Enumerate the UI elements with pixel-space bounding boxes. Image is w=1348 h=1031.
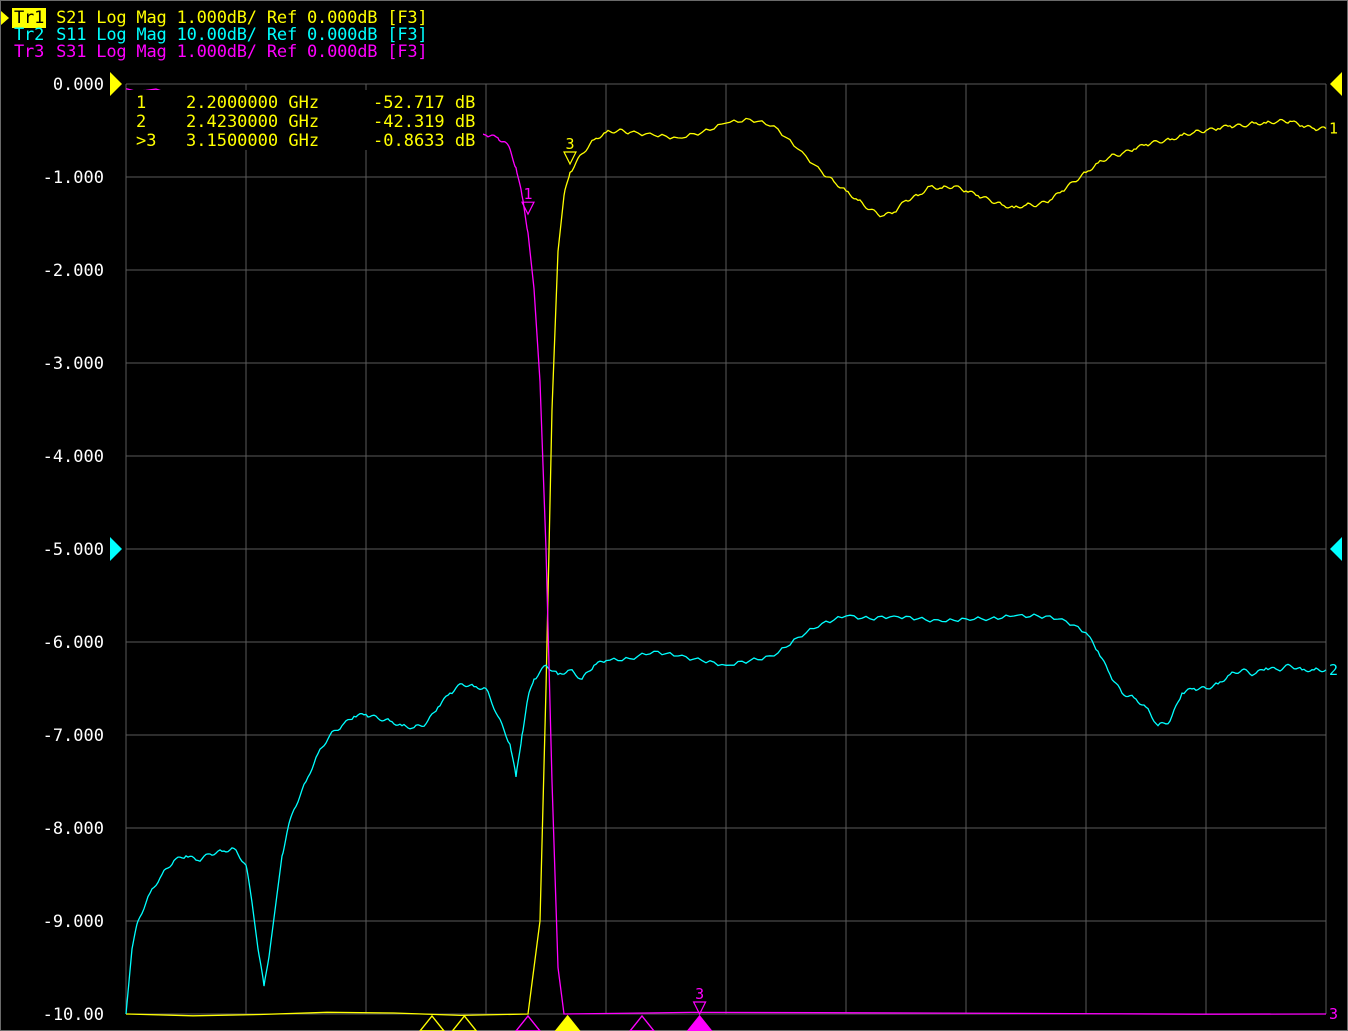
marker-3-freq: 3.1500000 GHz — [186, 131, 319, 151]
stimulus-marker-icon[interactable] — [686, 1014, 713, 1031]
y-tick-label: -1.000 — [43, 168, 104, 188]
marker-2-label: 2 — [136, 112, 146, 132]
y-axis-ticks: 0.000 -1.000 -2.000 -3.000 -4.000 -5.000 -6.00… — [43, 75, 104, 1025]
stimulus-marker-icon[interactable] — [515, 1014, 541, 1031]
marker-table: 1 2.2000000 GHz -52.717 dB 2 2.4230000 G… — [127, 90, 483, 151]
trace-1-tag[interactable]: Tr1 — [12, 8, 47, 28]
active-trace-arrow-icon — [1, 11, 9, 25]
y-tick-label: -10.00 — [43, 1005, 104, 1025]
marker-1-value: -52.717 dB — [373, 93, 475, 113]
stimulus-marker-icon[interactable] — [451, 1014, 478, 1031]
trace-marker-label: 3 — [695, 985, 704, 1003]
marker-2-value: -42.319 dB — [373, 112, 475, 132]
grid — [125, 83, 1327, 1015]
y-tick-label: -3.000 — [43, 354, 104, 374]
trace-marker-icon[interactable] — [521, 201, 535, 216]
marker-1-freq: 2.2000000 GHz — [186, 93, 319, 113]
y-tick-label: -9.000 — [43, 912, 104, 932]
trace-3-header[interactable]: Tr3 S31 Log Mag 1.000dB/ Ref 0.000dB [F3… — [12, 42, 428, 62]
stimulus-marker-icon[interactable] — [419, 1014, 445, 1031]
reference-marker-icon[interactable] — [1330, 72, 1342, 96]
y-tick-label: -5.000 — [43, 540, 104, 560]
marker-1-label: 1 — [136, 93, 146, 113]
trace-s21 — [125, 117, 1327, 1017]
trace-marker-label: 1 — [523, 185, 532, 203]
y-tick-label: -4.000 — [43, 447, 104, 467]
y-tick-label: 0.000 — [53, 75, 104, 95]
trace-3-settings: S31 Log Mag 1.000dB/ Ref 0.000dB [F3] — [46, 42, 428, 62]
trace-1-settings: S21 Log Mag 1.000dB/ Ref 0.000dB [F3] — [46, 8, 428, 28]
reference-markers — [110, 72, 1342, 561]
stimulus-markers — [419, 1014, 713, 1031]
y-tick-label: -8.000 — [43, 819, 104, 839]
marker-table-bg — [127, 90, 483, 150]
marker-3-label: >3 — [136, 131, 156, 151]
trace-2-tag[interactable]: Tr2 — [14, 25, 45, 45]
reference-marker-icon[interactable] — [110, 537, 122, 561]
y-tick-label: -2.000 — [43, 261, 104, 281]
reference-marker-icon[interactable] — [1330, 537, 1342, 561]
trace-s11 — [125, 613, 1327, 1015]
trace-3-tag[interactable]: Tr3 — [14, 42, 45, 62]
trace-markers: 3 1 3 — [521, 135, 707, 1016]
marker-2-freq: 2.4230000 GHz — [186, 112, 319, 132]
trace-end-label: 2 — [1329, 661, 1338, 679]
y-tick-label: -7.000 — [43, 726, 104, 746]
y-tick-label: -6.000 — [43, 633, 104, 653]
trace-marker-icon[interactable] — [692, 1001, 707, 1016]
reference-marker-icon[interactable] — [110, 72, 122, 96]
trace-marker-label: 3 — [565, 135, 574, 153]
trace-marker-icon[interactable] — [563, 151, 577, 166]
trace-end-label: 1 — [1329, 120, 1338, 138]
trace-end-label: 3 — [1329, 1005, 1338, 1023]
traces: 123 — [125, 88, 1338, 1023]
trace-2-header[interactable]: Tr2 S11 Log Mag 10.00dB/ Ref 0.000dB [F3… — [12, 25, 428, 45]
stimulus-marker-icon[interactable] — [629, 1014, 655, 1031]
trace-2-settings: S11 Log Mag 10.00dB/ Ref 0.000dB [F3] — [46, 25, 428, 45]
stimulus-marker-icon[interactable] — [554, 1014, 581, 1031]
marker-3-value: -0.8633 dB — [373, 131, 475, 151]
trace-1-header[interactable]: Tr1 S21 Log Mag 1.000dB/ Ref 0.000dB [F3… — [12, 8, 428, 28]
